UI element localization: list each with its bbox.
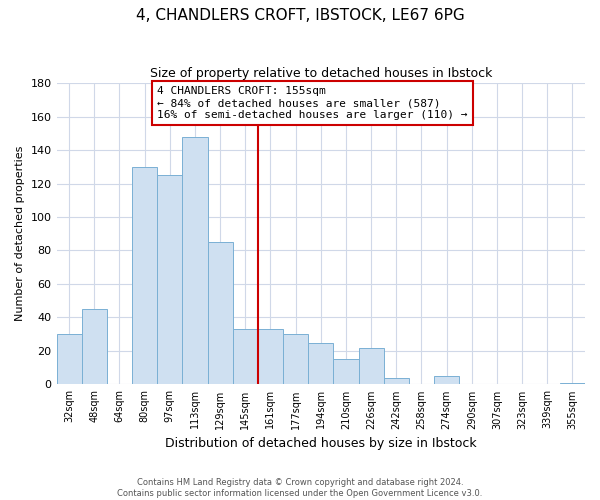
Bar bbox=[560, 383, 585, 384]
Bar bbox=[308, 342, 334, 384]
Bar bbox=[233, 329, 258, 384]
Bar bbox=[334, 360, 359, 384]
Y-axis label: Number of detached properties: Number of detached properties bbox=[15, 146, 25, 322]
Bar bbox=[383, 378, 409, 384]
Text: Contains HM Land Registry data © Crown copyright and database right 2024.
Contai: Contains HM Land Registry data © Crown c… bbox=[118, 478, 482, 498]
Bar bbox=[157, 175, 182, 384]
Title: Size of property relative to detached houses in Ibstock: Size of property relative to detached ho… bbox=[149, 68, 492, 80]
Bar bbox=[283, 334, 308, 384]
Bar bbox=[182, 136, 208, 384]
Bar bbox=[359, 348, 383, 385]
Bar bbox=[82, 309, 107, 384]
Bar bbox=[258, 329, 283, 384]
Text: 4, CHANDLERS CROFT, IBSTOCK, LE67 6PG: 4, CHANDLERS CROFT, IBSTOCK, LE67 6PG bbox=[136, 8, 464, 22]
X-axis label: Distribution of detached houses by size in Ibstock: Distribution of detached houses by size … bbox=[165, 437, 476, 450]
Bar bbox=[434, 376, 459, 384]
Bar bbox=[56, 334, 82, 384]
Bar bbox=[208, 242, 233, 384]
Bar bbox=[132, 167, 157, 384]
Text: 4 CHANDLERS CROFT: 155sqm
← 84% of detached houses are smaller (587)
16% of semi: 4 CHANDLERS CROFT: 155sqm ← 84% of detac… bbox=[157, 86, 468, 120]
